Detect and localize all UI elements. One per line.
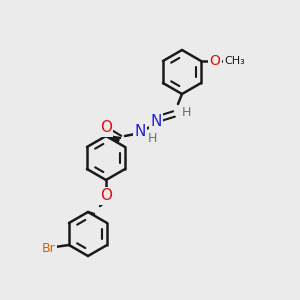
- Text: Br: Br: [42, 242, 56, 256]
- Text: N: N: [150, 115, 162, 130]
- Text: O: O: [210, 54, 220, 68]
- Text: N: N: [134, 124, 146, 140]
- Text: H: H: [181, 106, 191, 118]
- Text: O: O: [100, 188, 112, 203]
- Text: O: O: [100, 121, 112, 136]
- Text: H: H: [147, 133, 157, 146]
- Text: CH₃: CH₃: [225, 56, 245, 66]
